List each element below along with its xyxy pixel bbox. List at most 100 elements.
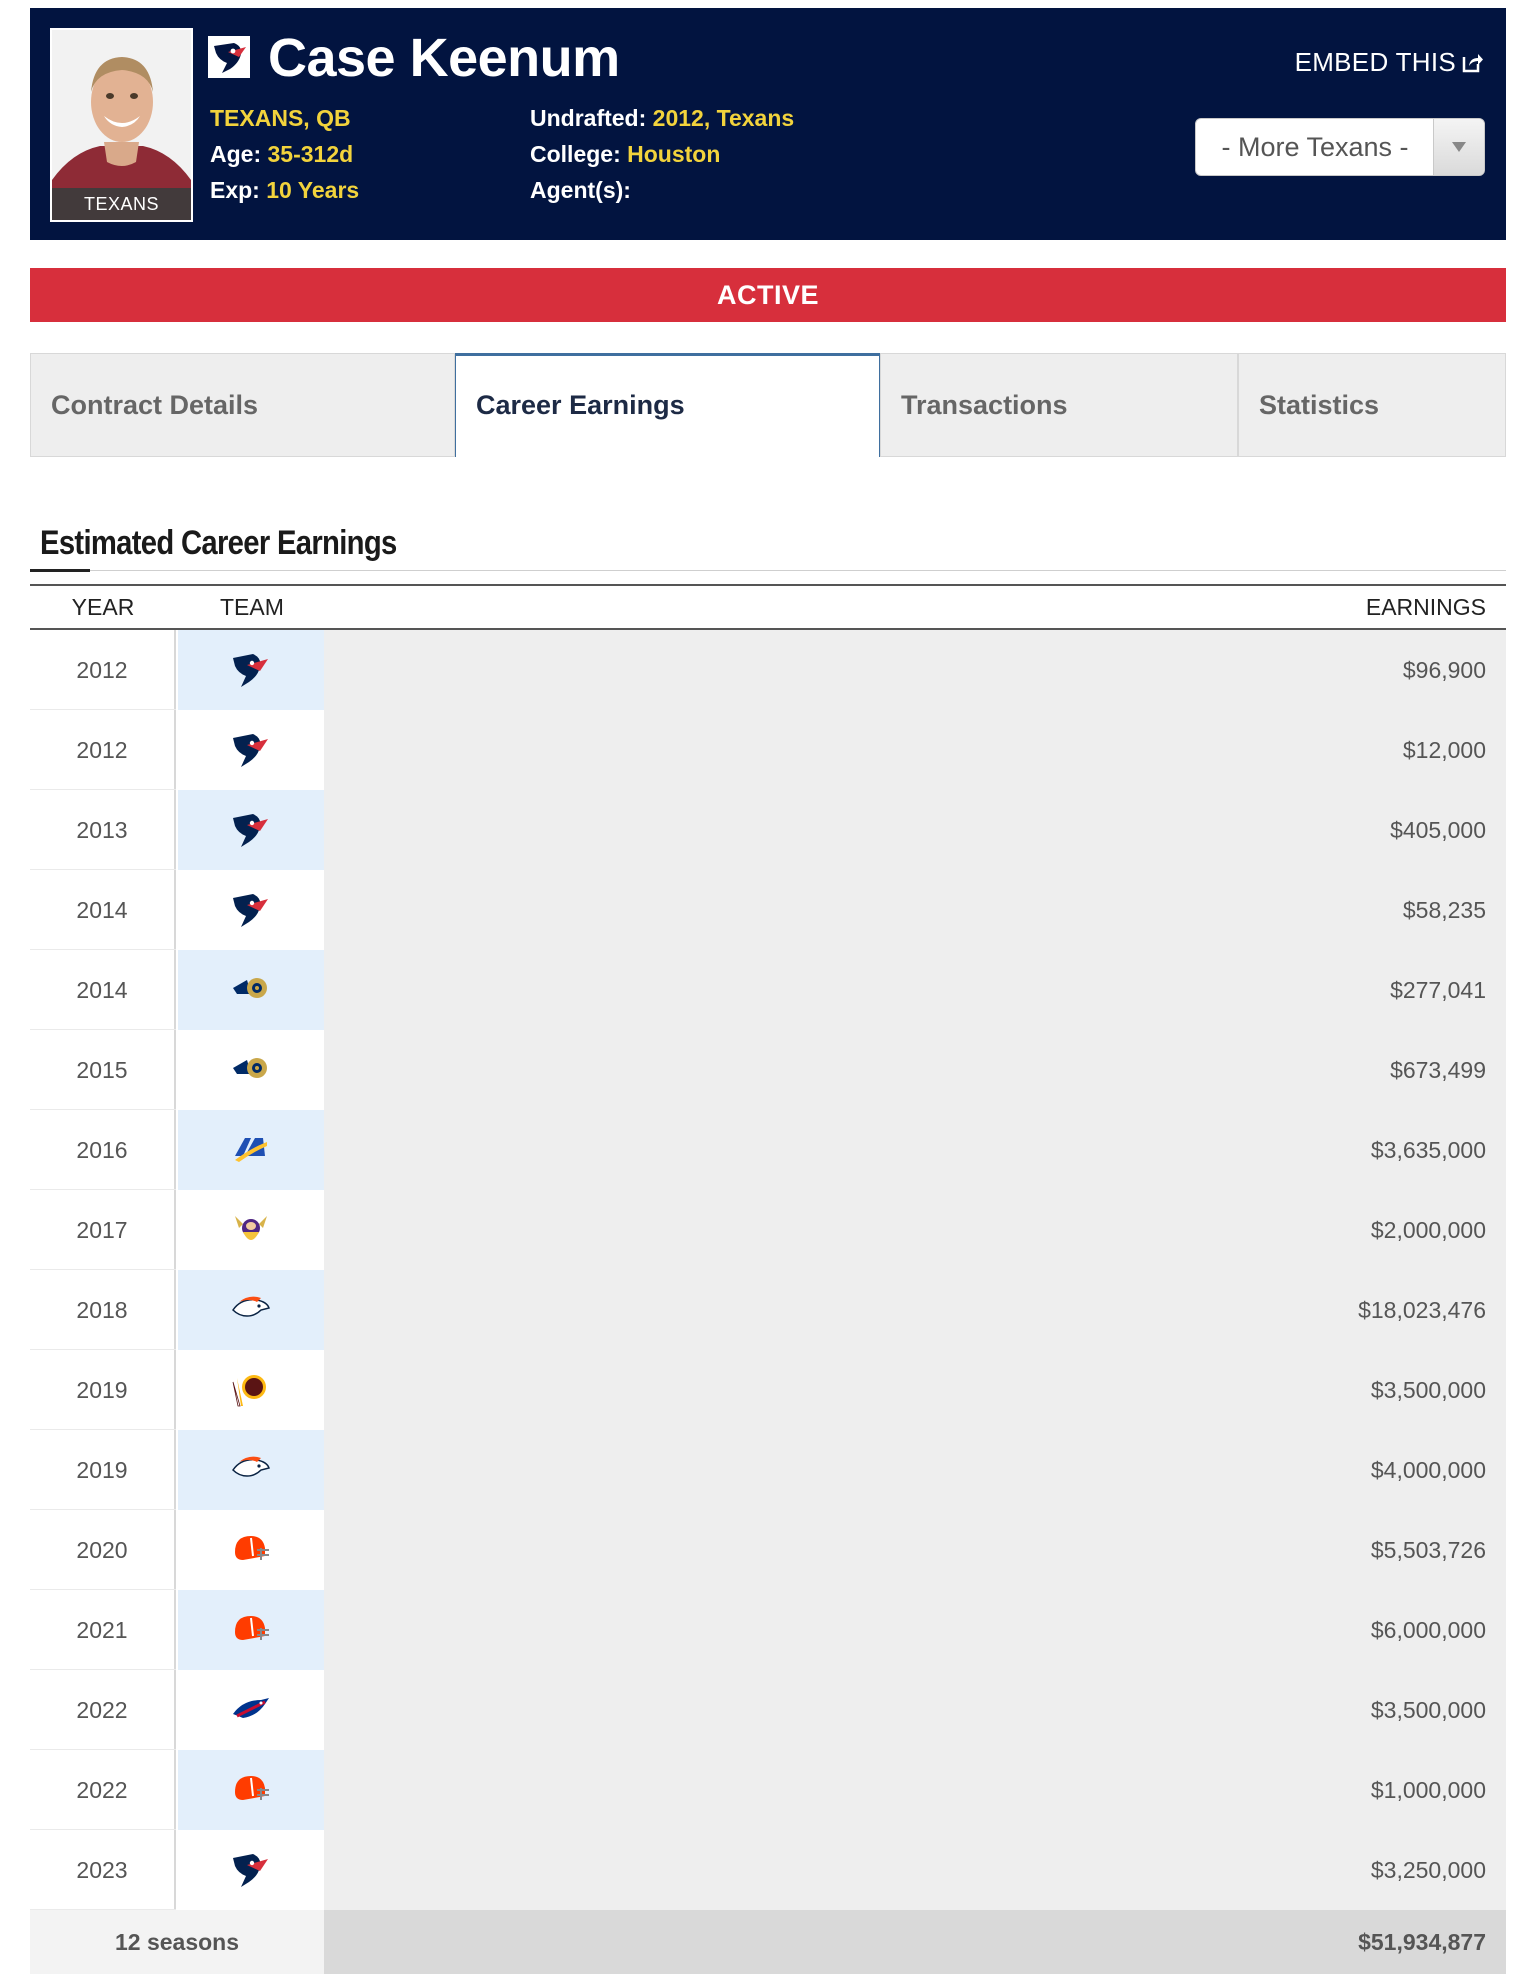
row-divider <box>30 1589 176 1590</box>
more-team-select-value: - More Texans - <box>1221 132 1409 162</box>
row-team <box>178 1830 324 1910</box>
row-divider <box>30 1509 176 1510</box>
row-earnings: $277,041 <box>324 950 1506 1030</box>
table-row: 2016 $3,635,000 <box>30 1110 1506 1190</box>
college-label: College: <box>530 141 621 167</box>
team-position[interactable]: TEXANS, QB <box>210 105 351 131</box>
row-divider <box>30 949 176 950</box>
row-earnings: $58,235 <box>324 870 1506 950</box>
browns-logo-icon[interactable] <box>231 1770 271 1810</box>
exp-label: Exp: <box>210 177 260 203</box>
browns-logo-icon[interactable] <box>231 1610 271 1650</box>
total-seasons: 12 seasons <box>114 1929 240 1955</box>
tab-statistics[interactable]: Statistics <box>1238 353 1506 457</box>
player-info-left: TEXANS, QB Age: 35-312d Exp: 10 Years <box>210 100 359 208</box>
row-divider <box>30 869 176 870</box>
texans-logo-icon[interactable] <box>231 650 271 690</box>
column-header-year[interactable]: YEAR <box>71 594 135 620</box>
tab-transactions[interactable]: Transactions <box>880 353 1238 457</box>
row-team <box>178 1750 324 1830</box>
row-year: 2017 <box>30 1190 176 1270</box>
row-divider <box>30 1429 176 1430</box>
row-year: 2014 <box>30 950 176 1030</box>
texans-logo-icon[interactable] <box>231 1850 271 1890</box>
table-row: 2014 $58,235 <box>30 870 1506 950</box>
broncos-logo-icon[interactable] <box>231 1290 271 1330</box>
total-earnings: $51,934,877 <box>324 1910 1506 1974</box>
table-row: 2022 $3,500,000 <box>30 1670 1506 1750</box>
agents-label: Agent(s): <box>530 177 631 203</box>
row-earnings: $5,503,726 <box>324 1510 1506 1590</box>
texans-logo-icon[interactable] <box>231 810 271 850</box>
row-year: 2022 <box>30 1750 176 1830</box>
vikings-logo-icon[interactable] <box>231 1210 271 1250</box>
row-team <box>178 1190 324 1270</box>
row-team <box>178 870 324 950</box>
row-divider <box>30 1349 176 1350</box>
table-row: 2012 $96,900 <box>30 630 1506 710</box>
row-year: 2021 <box>30 1590 176 1670</box>
tab-contract-details[interactable]: Contract Details <box>30 353 455 457</box>
row-divider <box>30 1829 176 1830</box>
column-header-earnings[interactable]: EARNINGS <box>1365 594 1486 620</box>
age-label: Age: <box>210 141 262 167</box>
table-row: 2018 $18,023,476 <box>30 1270 1506 1350</box>
row-earnings: $3,635,000 <box>324 1110 1506 1190</box>
row-earnings: $6,000,000 <box>324 1590 1506 1670</box>
row-team <box>178 790 324 870</box>
row-earnings: $12,000 <box>324 710 1506 790</box>
table-row: 2014 $277,041 <box>30 950 1506 1030</box>
embed-label: EMBED THIS <box>1294 47 1456 77</box>
texans-logo-icon[interactable] <box>231 730 271 770</box>
row-divider <box>30 1189 176 1190</box>
rams-logo-icon[interactable] <box>231 970 271 1010</box>
table-row: 2023 $3,250,000 <box>30 1830 1506 1910</box>
status-badge: ACTIVE <box>30 268 1506 322</box>
row-divider <box>30 1669 176 1670</box>
chevron-down-icon <box>1452 142 1466 152</box>
earnings-table: YEAR TEAM EARNINGS 2012 $96,900 2012 $12,00… <box>30 584 1506 1974</box>
browns-logo-icon[interactable] <box>231 1530 271 1570</box>
row-earnings: $405,000 <box>324 790 1506 870</box>
embed-button[interactable]: EMBED THIS <box>1295 44 1484 80</box>
share-icon <box>1462 54 1483 73</box>
row-year: 2018 <box>30 1270 176 1350</box>
table-row: 2021 $6,000,000 <box>30 1590 1506 1670</box>
table-row: 2020 $5,503,726 <box>30 1510 1506 1590</box>
rams-logo-icon[interactable] <box>231 1050 271 1090</box>
row-year: 2012 <box>30 630 176 710</box>
row-divider <box>30 1749 176 1750</box>
row-year: 2012 <box>30 710 176 790</box>
row-earnings: $1,000,000 <box>324 1750 1506 1830</box>
table-body: 2012 $96,900 2012 $12,000 2013 $405,000 2014 $5… <box>30 630 1506 1910</box>
table-header: YEAR TEAM EARNINGS <box>30 584 1506 630</box>
column-header-team[interactable]: TEAM <box>220 594 284 620</box>
row-earnings: $3,250,000 <box>324 1830 1506 1910</box>
row-earnings: $18,023,476 <box>324 1270 1506 1350</box>
college-value: Houston <box>627 141 721 167</box>
more-team-select[interactable]: - More Texans - <box>1195 118 1485 176</box>
row-year: 2014 <box>30 870 176 950</box>
tab-career-earnings[interactable]: Career Earnings <box>455 353 880 457</box>
row-team <box>178 1270 324 1350</box>
la-rams-logo-icon[interactable] <box>231 1130 271 1170</box>
row-year: 2016 <box>30 1110 176 1190</box>
row-divider <box>30 789 176 790</box>
row-team <box>178 1670 324 1750</box>
bills-logo-icon[interactable] <box>231 1690 271 1730</box>
washington-logo-icon[interactable] <box>231 1370 271 1410</box>
row-earnings: $96,900 <box>324 630 1506 710</box>
texans-logo-icon[interactable] <box>231 890 271 930</box>
row-team <box>178 630 324 710</box>
select-arrow[interactable] <box>1433 119 1484 175</box>
row-year: 2013 <box>30 790 176 870</box>
photo-team-label: TEXANS <box>52 188 191 220</box>
exp-value: 10 Years <box>266 177 360 203</box>
row-year: 2019 <box>30 1350 176 1430</box>
table-row: 2012 $12,000 <box>30 710 1506 790</box>
row-divider <box>30 1269 176 1270</box>
broncos-logo-icon[interactable] <box>231 1450 271 1490</box>
undrafted-value[interactable]: 2012, Texans <box>652 105 795 131</box>
table-footer: 12 seasons $51,934,877 <box>30 1910 1506 1974</box>
row-year: 2022 <box>30 1670 176 1750</box>
